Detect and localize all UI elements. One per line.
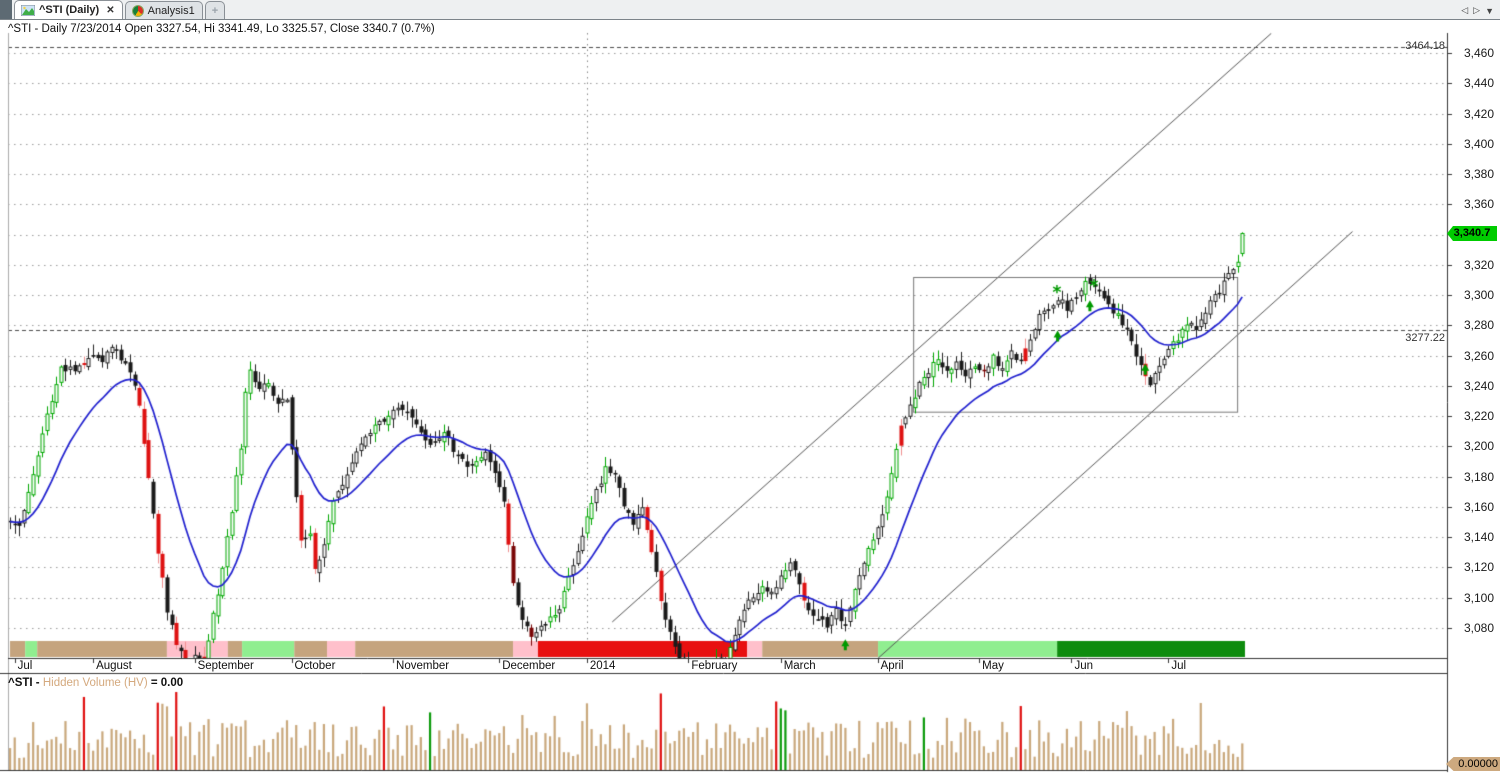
y-axis-tick-label: 3,260	[1463, 348, 1494, 363]
month-label: April	[880, 660, 904, 672]
y-axis-tick-label: 3,200	[1463, 439, 1494, 454]
tab-sti-daily[interactable]: ^STI (Daily) ✕	[14, 0, 123, 19]
y-axis-tick-label: 3,220	[1463, 409, 1494, 424]
volume-symbol-text: ^STI -	[8, 677, 43, 689]
month-label: September	[197, 660, 254, 672]
scroll-tabs-right-icon[interactable]: ▷	[1473, 5, 1481, 15]
tab-label: ^STI (Daily)	[39, 4, 100, 16]
volume-indicator-value: = 0.00	[147, 677, 184, 689]
last-price-badge: 3,340.7	[1447, 226, 1497, 241]
tab-bar: ^STI (Daily) ✕ Analysis1 + ◁ ▷ ▼	[0, 0, 1500, 20]
y-axis-tick-label: 3,420	[1463, 106, 1494, 121]
y-axis-tick-label: 3,080	[1463, 621, 1494, 636]
month-label: March	[783, 660, 816, 672]
tabbar-left-edge	[0, 0, 12, 19]
y-axis-tick-label: 3,300	[1463, 288, 1494, 303]
horizontal-line-value-label: 3464.18	[1405, 40, 1445, 52]
y-axis-tick-label: 3,140	[1463, 530, 1494, 545]
tab-scroll-controls: ◁ ▷ ▼	[1461, 5, 1500, 19]
volume-indicator-name: Hidden Volume (HV)	[42, 677, 148, 689]
month-label: August	[96, 660, 132, 672]
tab-analysis1[interactable]: Analysis1	[124, 1, 203, 19]
y-axis-tick-label: 3,360	[1463, 197, 1494, 212]
month-label: Jul	[1171, 660, 1187, 672]
month-label: October	[294, 660, 336, 672]
month-label: May	[982, 660, 1004, 672]
close-tab-icon[interactable]: ✕	[106, 4, 115, 16]
volume-value-badge: 0.00000	[1446, 757, 1500, 771]
quote-summary-line: ^STI - Daily 7/23/2014 Open 3327.54, Hi …	[8, 23, 435, 35]
tab-menu-dropdown-icon[interactable]: ▼	[1485, 5, 1494, 16]
y-axis-tick-label: 3,160	[1463, 499, 1494, 514]
y-axis-tick-label: 3,240	[1463, 378, 1494, 393]
month-label: February	[691, 660, 738, 672]
y-axis-tick-label: 3,380	[1463, 167, 1494, 182]
month-label: Jun	[1074, 660, 1093, 672]
y-axis-tick-label: 3,120	[1463, 560, 1494, 575]
new-tab-button[interactable]: +	[204, 1, 226, 19]
y-axis-tick-label: 3,400	[1463, 136, 1494, 151]
y-axis-tick-label: 3,320	[1463, 257, 1494, 272]
y-axis-tick-label: 3,100	[1463, 590, 1494, 605]
scroll-tabs-left-icon[interactable]: ◁	[1461, 5, 1469, 15]
y-axis-tick-label: 3,180	[1463, 469, 1494, 484]
y-axis-tick-label: 3,440	[1463, 76, 1494, 91]
y-axis-tick-label: 3,280	[1463, 318, 1494, 333]
pie-chart-icon	[131, 4, 144, 17]
volume-indicator-label: ^STI - Hidden Volume (HV) = 0.00	[8, 677, 183, 689]
month-label: December	[502, 660, 556, 672]
month-label: Jul	[17, 660, 33, 672]
month-label: November	[396, 660, 450, 672]
month-label: 2014	[589, 660, 616, 672]
tab-label: Analysis1	[147, 4, 195, 17]
chart-thumbnail-icon	[21, 4, 35, 16]
y-axis-tick-label: 3,460	[1463, 46, 1494, 60]
horizontal-line-value-label: 3277.22	[1405, 332, 1445, 344]
plus-icon: +	[211, 4, 219, 17]
